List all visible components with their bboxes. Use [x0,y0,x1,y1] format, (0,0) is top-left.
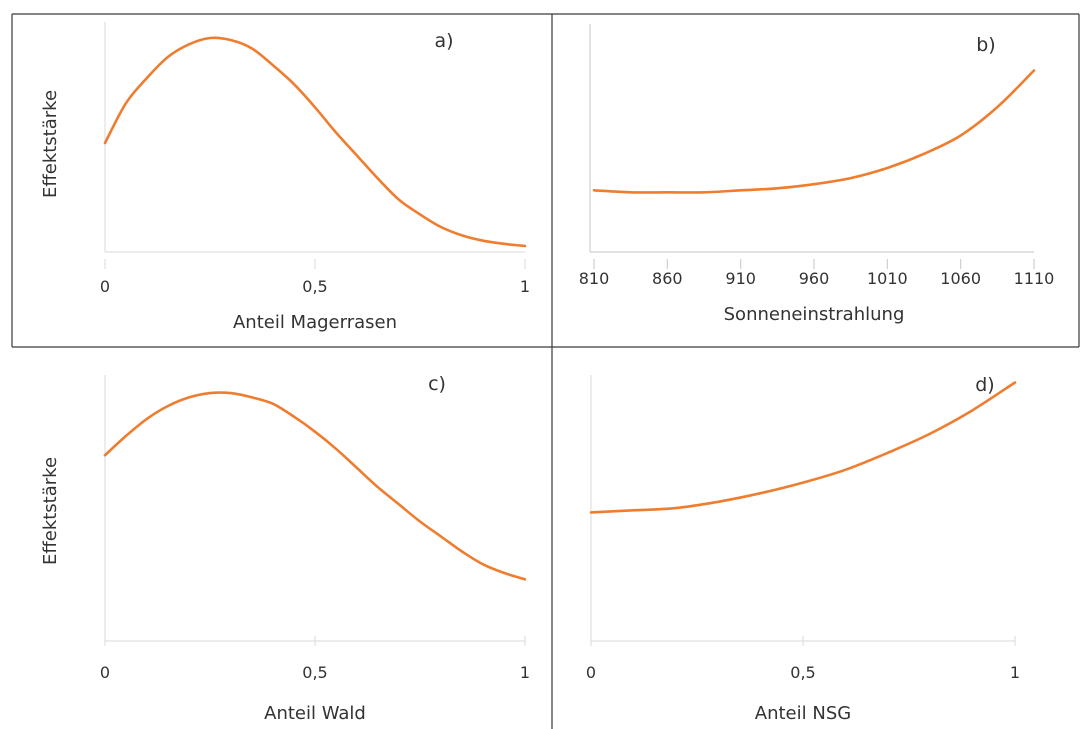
panel-label: a) [434,30,453,52]
x-tick-label: 960 [799,269,830,288]
x-tick-label: 1 [520,663,530,682]
series-line [592,69,1036,194]
panel-label: b) [976,34,995,56]
panel-b: 810 860 910 960 1010 1060 1110 Sonneneinstrahlu… [579,24,1055,325]
x-tick-label: 0 [100,277,110,296]
panel-frames [11,13,1080,729]
x-axis-label: Anteil NSG [755,703,851,724]
panel-c: 0 0,5 1 Anteil Wald c) [100,373,530,724]
x-tick-label: 1 [520,277,530,296]
y-axis-label-bottom: Effektstärke [40,457,61,565]
x-tick-label: 1010 [867,269,908,288]
panel-label: c) [428,373,446,395]
x-tick-label: 0 [100,663,110,682]
x-tick-label: 0 [586,663,596,682]
x-axis-label: Sonneneinstrahlung [724,304,905,325]
x-tick-label: 0,5 [302,663,327,682]
y-axis-label-top: Effektstärke [40,90,61,198]
panel-d: 0 0,5 1 Anteil NSG d) [586,374,1020,724]
series-line [103,36,527,248]
series-line [103,391,527,581]
x-axis-label: Anteil Wald [264,703,366,724]
x-tick-label: 0,5 [790,663,815,682]
x-tick-label: 810 [579,269,610,288]
x-tick-label: 1060 [940,269,981,288]
x-tick-label: 1 [1010,663,1020,682]
series-line [589,381,1017,514]
x-axis-label: Anteil Magerrasen [233,312,397,333]
x-tick-label: 860 [652,269,683,288]
x-tick-label: 1110 [1014,269,1055,288]
x-tick-label: 0,5 [302,277,327,296]
panel-a: 0 0,5 1 Anteil Magerrasen a) [100,22,530,333]
x-tick-label: 910 [725,269,756,288]
panel-label: d) [975,374,994,396]
